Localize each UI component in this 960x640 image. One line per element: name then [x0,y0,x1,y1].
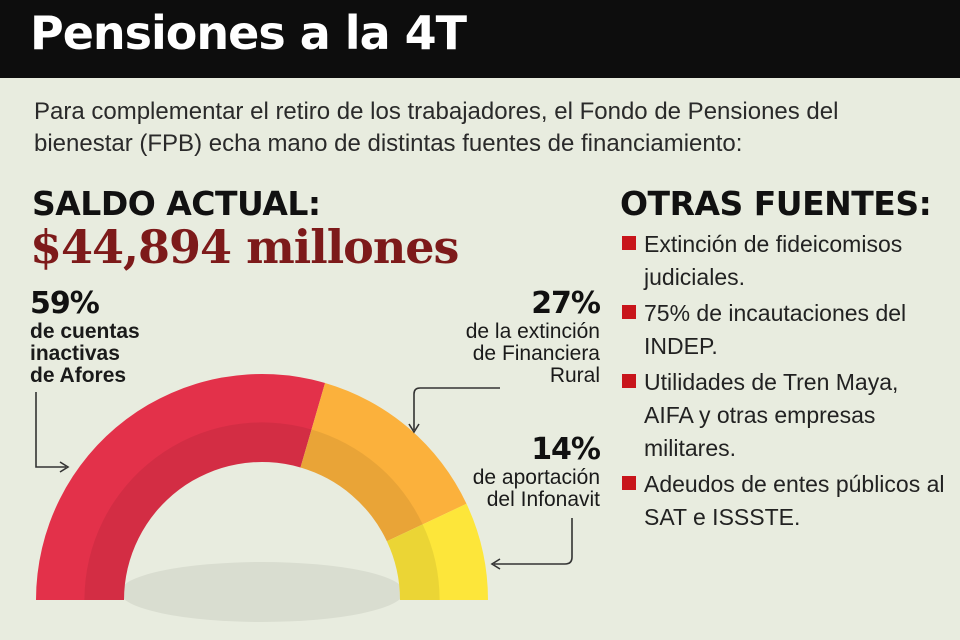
saldo-label: SALDO ACTUAL: [32,184,321,223]
list-item-text: 75% de incautaciones del INDEP. [644,300,907,359]
saldo-value: $44,894 millones [30,220,459,274]
square-bullet-icon [622,374,636,388]
square-bullet-icon [622,476,636,490]
slice-desc-line: de Financiera Rural [472,342,600,387]
title-bar: Pensiones a la 4T [0,0,960,78]
slice-shade-59 [84,422,312,600]
list-item: Extinción de fideicomisos judiciales. [620,228,950,294]
list-item: Adeudos de entes públicos al SAT e ISSST… [620,468,950,534]
list-item: 75% de incautaciones del INDEP. [620,297,950,363]
slice-pct: 59% [30,286,100,321]
arrow-27-head [408,423,420,434]
slice-27 [300,382,467,542]
arrow-14 [494,518,573,565]
otras-list: Extinción de fideicomisos judiciales. 75… [620,228,950,537]
label-slice-27: 27% de la extinción de Financiera Rural [420,286,601,387]
list-item-text: Utilidades de Tren Maya, AIFA y otras em… [644,369,899,461]
slice-desc-line: de aportación [472,466,600,489]
square-bullet-icon [622,236,636,250]
slice-14 [386,503,488,600]
page-title: Pensiones a la 4T [30,6,467,60]
slice-desc-line: del Infonavit [486,488,600,511]
list-item-text: Adeudos de entes públicos al SAT e ISSST… [644,471,945,530]
chart-arrows [35,387,573,570]
slice-desc-line: de Afores [30,364,127,387]
slice-pct: 27% [531,286,601,321]
intro-text: Para complementar el retiro de los traba… [34,98,839,157]
label-slice-59: 59% de cuentas inactivas de Afores [30,286,140,387]
slice-desc-line: inactivas [30,342,120,365]
slice-59 [36,373,326,600]
slice-shade-14 [386,524,440,600]
arrow-59 [35,392,66,468]
arrow-27 [413,387,500,430]
slice-desc-line: de cuentas [30,320,140,343]
square-bullet-icon [622,305,636,319]
slice-pct: 14% [531,432,601,467]
chart-base-shadow [120,562,404,622]
otras-title: OTRAS FUENTES: [620,184,932,223]
slice-shade-27 [300,429,423,542]
chart-arcs [36,373,488,622]
slice-desc-line: de la extinción [465,320,600,343]
list-item-text: Extinción de fideicomisos judiciales. [644,231,903,290]
list-item: Utilidades de Tren Maya, AIFA y otras em… [620,366,950,465]
arrow-59-head [59,461,70,473]
arrow-14-head [490,558,501,570]
label-slice-14: 14% de aportación del Infonavit [440,432,601,511]
